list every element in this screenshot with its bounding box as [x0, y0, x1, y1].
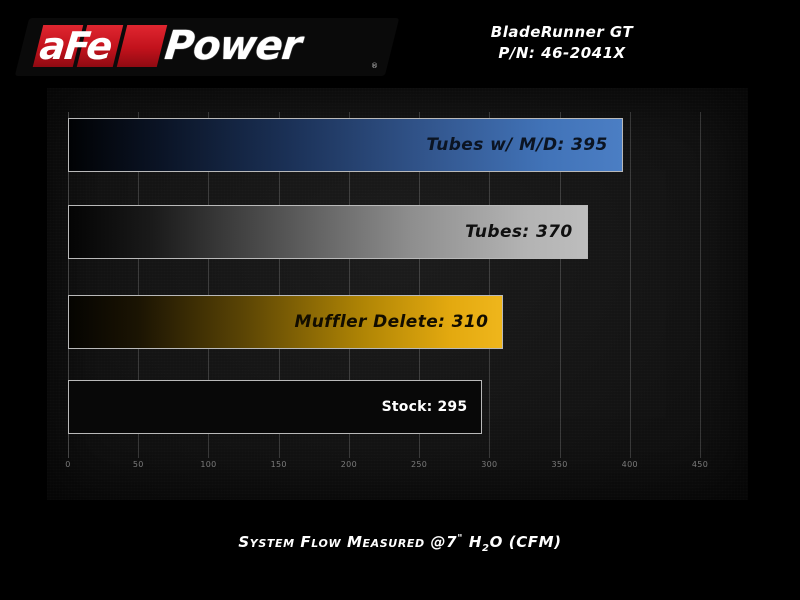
- logo-text: aFe Power ®: [22, 18, 392, 76]
- caption-subscript-2: 2: [482, 543, 490, 554]
- product-line-title: BladeRunner GT: [490, 23, 634, 41]
- gridline-100: [208, 112, 210, 458]
- bar-stock: Stock: 295: [68, 380, 483, 434]
- gridline-450: [700, 112, 701, 458]
- gridline-50: [138, 112, 140, 458]
- gridline-200: [348, 112, 350, 458]
- bar-tubes-w-m-d: Tubes w/ M/D: 395: [68, 118, 623, 172]
- x-tick-label-200: 200: [340, 460, 357, 469]
- x-tick-label-250: 250: [411, 460, 428, 469]
- gridline-150: [278, 112, 280, 458]
- logo-brand-prefix: aFe: [37, 24, 114, 68]
- bar-value-label: Muffler Delete: 310: [294, 312, 489, 332]
- registered-trademark-icon: ®: [371, 62, 378, 70]
- chart-panel: 0 50 100 150 200 250 300 350 400 450 Tubes w/ M/D:…: [47, 88, 748, 500]
- x-tick-label-50: 50: [132, 460, 144, 469]
- caption-text-h: H: [463, 533, 482, 551]
- gridline-350: [559, 112, 561, 458]
- gridline-0: [68, 112, 69, 458]
- caption-text-pre: System Flow Measured @7: [238, 533, 458, 551]
- logo-brand-suffix: Power: [162, 23, 304, 69]
- gridline-250: [419, 112, 421, 458]
- plot-area: 0 50 100 150 200 250 300 350 400 450 Tubes w/ M/D:…: [47, 88, 748, 500]
- x-tick-label-100: 100: [200, 460, 217, 469]
- chart-axis-caption: System Flow Measured @7" H2O (CFM): [0, 533, 800, 554]
- gridline-400: [629, 112, 631, 458]
- x-tick-label-350: 350: [551, 460, 568, 469]
- afe-power-logo: aFe Power ®: [14, 18, 400, 76]
- bar-tubes: Tubes: 370: [68, 205, 588, 259]
- bar-value-label: Tubes w/ M/D: 395: [426, 135, 608, 155]
- x-tick-label-150: 150: [270, 460, 287, 469]
- bar-value-label: Tubes: 370: [465, 222, 573, 242]
- bar-muffler-delete: Muffler Delete: 310: [68, 295, 504, 349]
- product-identification: BladeRunner GT P/N: 46-2041X: [442, 22, 682, 64]
- bar-value-label: Stock: 295: [381, 399, 468, 415]
- x-tick-label-0: 0: [65, 460, 71, 469]
- x-tick-label-450: 450: [691, 460, 709, 469]
- caption-text-post: O (CFM): [489, 533, 562, 551]
- x-tick-label-300: 300: [481, 460, 498, 469]
- caption-inch-mark: ": [457, 533, 464, 544]
- header: aFe Power ® BladeRunner GT P/N: 46-2041X: [0, 0, 800, 88]
- x-tick-label-400: 400: [621, 460, 638, 469]
- gridline-300: [489, 112, 491, 458]
- part-number: P/N: 46-2041X: [498, 44, 626, 62]
